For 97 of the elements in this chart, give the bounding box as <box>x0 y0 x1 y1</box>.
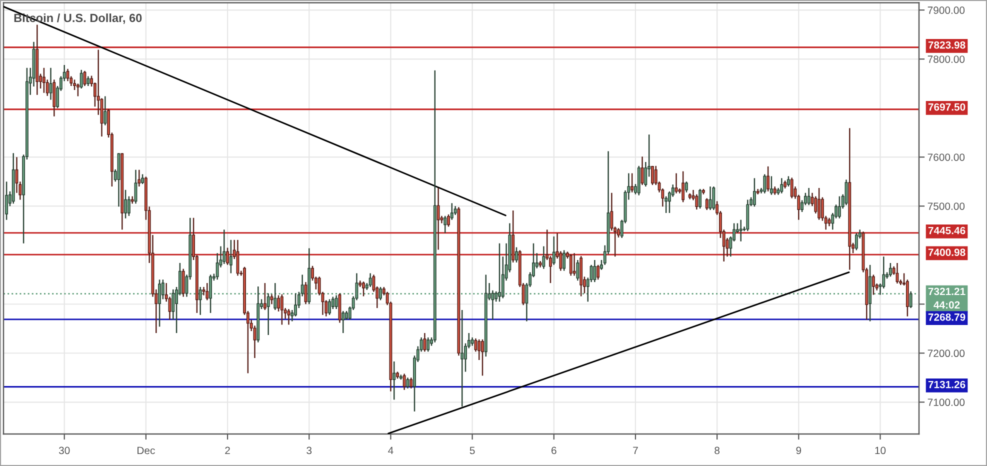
y-tick-label: 7200.00 <box>928 350 965 358</box>
candlestick <box>854 232 858 251</box>
candlestick <box>86 76 90 87</box>
x-tick-label: 2 <box>225 446 230 454</box>
candlestick <box>838 196 841 219</box>
candlestick <box>872 274 875 296</box>
candlestick <box>766 166 770 192</box>
candlestick <box>739 219 742 242</box>
candlestick <box>209 274 212 314</box>
ref-line-label: 7823.98 <box>928 41 966 49</box>
x-tick-label: 3 <box>306 446 312 454</box>
candlestick <box>406 377 410 390</box>
candlestick <box>280 294 284 326</box>
candlestick <box>328 298 331 316</box>
candlestick <box>576 259 580 282</box>
candlestick <box>572 252 576 276</box>
ref-line-label: 7445.46 <box>928 226 966 234</box>
candlestick <box>786 176 790 188</box>
candlestick <box>423 332 426 352</box>
ref-line-label: 7697.50 <box>928 103 966 111</box>
candlestick <box>807 187 810 206</box>
x-tick-label: 9 <box>796 446 802 454</box>
candlestick <box>818 187 821 220</box>
candlestick <box>436 187 440 250</box>
candlestick <box>515 246 518 264</box>
candlestick <box>444 215 447 234</box>
candlestick <box>674 172 678 194</box>
candlestick <box>705 198 708 211</box>
candlestick <box>104 96 107 126</box>
candlestick <box>682 170 685 203</box>
x-tick-label: 4 <box>388 446 394 454</box>
y-tick-label: 7500.00 <box>928 202 965 210</box>
x-tick-label: 6 <box>552 446 556 454</box>
candlestick <box>287 308 290 326</box>
candlestick <box>664 196 668 214</box>
ref-line-label: 7321.21 44:02 <box>928 288 966 309</box>
candlestick <box>569 254 572 276</box>
candlestick <box>182 268 185 298</box>
ref-line-label: 7268.79 <box>928 313 966 321</box>
candlestick <box>392 360 396 400</box>
candlestick <box>542 246 546 270</box>
y-tick-label: 7600.00 <box>928 154 965 161</box>
candlestick <box>630 172 634 193</box>
candlestick <box>263 282 266 311</box>
candlestick <box>342 310 345 334</box>
candlestick <box>42 67 46 94</box>
candlestick <box>447 214 450 228</box>
candlestick <box>684 180 688 193</box>
candlestick <box>379 286 382 301</box>
candlestick <box>460 309 464 408</box>
candlestick <box>651 165 654 186</box>
candlestick <box>888 262 892 278</box>
candlestick <box>80 69 83 90</box>
candlestick <box>49 67 52 100</box>
candlestick <box>698 188 702 210</box>
candlestick <box>402 373 406 391</box>
candlestick <box>124 189 128 219</box>
candlestick <box>141 174 144 185</box>
candlestick <box>127 196 130 217</box>
candlestick <box>76 82 80 97</box>
candlestick <box>362 280 365 297</box>
candlestick <box>206 282 209 301</box>
candlestick <box>596 264 600 280</box>
x-tick-label: Dec <box>138 446 155 454</box>
x-tick-label: 8 <box>714 446 720 454</box>
candlestick <box>593 259 596 283</box>
x-tick-label: 30 <box>58 446 70 454</box>
y-tick-label: 7900.00 <box>928 6 965 14</box>
candlestick <box>410 377 413 390</box>
y-tick-label: 7100.00 <box>928 398 965 406</box>
candlestick <box>426 336 430 352</box>
candlestick <box>552 236 556 266</box>
candlestick <box>695 194 698 210</box>
candlestick <box>304 281 308 305</box>
candlestick <box>763 174 766 194</box>
candlestick <box>790 177 794 199</box>
candlestick <box>226 247 230 266</box>
candlestick <box>222 229 226 265</box>
candlestick <box>770 176 773 196</box>
candlestick <box>780 178 784 194</box>
candlestick <box>277 294 280 312</box>
candlestick <box>5 180 8 220</box>
candlestick <box>562 250 566 272</box>
candlestick <box>712 186 716 211</box>
candlestick <box>368 272 372 288</box>
candlestick <box>450 202 454 220</box>
candlestick <box>752 178 756 208</box>
x-tick-label: 7 <box>633 446 638 454</box>
ref-line-label: 7400.98 <box>928 248 966 256</box>
candlestick <box>229 239 232 274</box>
candlestick <box>138 169 141 188</box>
x-tick-label: 10 <box>875 446 886 454</box>
candlestick <box>478 338 481 361</box>
candlestick <box>481 338 484 376</box>
x-tick-label: 5 <box>470 446 475 454</box>
ref-line-label: 7131.26 <box>928 380 966 388</box>
y-tick-label: 7800.00 <box>928 56 965 63</box>
